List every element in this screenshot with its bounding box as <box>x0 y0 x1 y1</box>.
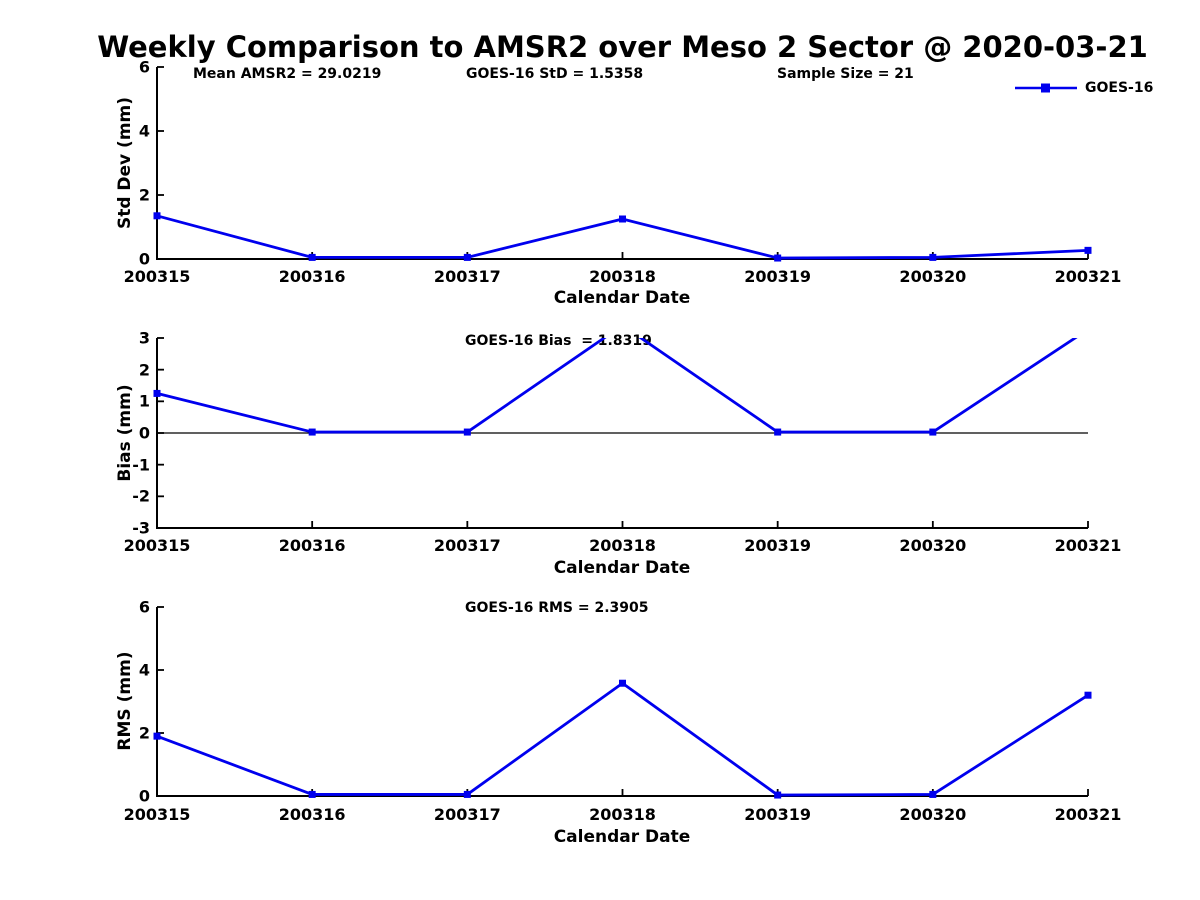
x-tick-label: 200316 <box>278 805 346 824</box>
legend: GOES-16 <box>1014 80 1153 96</box>
subplot-2 <box>153 606 1092 799</box>
x-tick-label: 200321 <box>1054 805 1122 824</box>
y-tick-label: 2 <box>138 723 150 743</box>
x-tick-label: 200315 <box>123 267 191 286</box>
y-tick-label: 4 <box>138 660 150 680</box>
subplot-0 <box>153 66 1092 262</box>
y-tick-label: 2 <box>138 185 150 205</box>
xlabel-top: Calendar Date <box>553 288 691 308</box>
x-tick-label: 200315 <box>123 805 191 824</box>
x-tick-label: 200319 <box>744 536 812 555</box>
y-tick-label: 6 <box>138 597 150 617</box>
x-tick-label: 200317 <box>433 805 501 824</box>
x-tick-label: 200317 <box>433 267 501 286</box>
x-tick-label: 200315 <box>123 536 191 555</box>
stat-goes16-std: GOES-16 StD = 1.5358 <box>466 66 644 82</box>
stat-mean-amsr2: Mean AMSR2 = 29.0219 <box>193 66 382 82</box>
stat-sample-size: Sample Size = 21 <box>777 66 914 82</box>
y-tick-label: -3 <box>132 518 150 538</box>
x-tick-label: 200320 <box>899 267 967 286</box>
x-tick-label: 200319 <box>744 805 812 824</box>
x-tick-label: 200320 <box>899 805 967 824</box>
legend-line-marker-icon <box>1015 83 1077 93</box>
subplot-1 <box>153 337 1089 529</box>
x-tick-label: 200320 <box>899 536 967 555</box>
x-tick-label: 200318 <box>589 267 656 286</box>
y-tick-label: 4 <box>138 121 150 141</box>
x-tick-label: 200318 <box>589 536 656 555</box>
y-tick-label: 6 <box>138 57 150 77</box>
x-tick-label: 200316 <box>278 267 346 286</box>
xlabel-middle: Calendar Date <box>553 558 691 578</box>
x-tick-label: 200317 <box>433 536 501 555</box>
y-tick-label: 0 <box>138 786 150 806</box>
figure-title: Weekly Comparison to AMSR2 over Meso 2 S… <box>97 30 1148 64</box>
y-tick-label: 2 <box>138 360 150 380</box>
y-tick-label: 0 <box>138 249 150 269</box>
y-tick-label: 1 <box>138 391 150 411</box>
xlabel-bottom: Calendar Date <box>553 827 691 847</box>
x-tick-label: 200319 <box>744 267 812 286</box>
y-tick-label: 0 <box>138 423 150 443</box>
legend-label: GOES-16 <box>1085 80 1154 96</box>
x-tick-label: 200321 <box>1054 267 1122 286</box>
x-tick-label: 200318 <box>589 805 656 824</box>
stat-goes16-bias: GOES-16 Bias = 1.8319 <box>465 333 652 349</box>
x-tick-label: 200321 <box>1054 536 1122 555</box>
y-tick-label: 3 <box>138 328 150 348</box>
y-tick-label: -1 <box>132 455 150 475</box>
x-tick-label: 200316 <box>278 536 346 555</box>
stat-goes16-rms: GOES-16 RMS = 2.3905 <box>465 600 649 616</box>
y-tick-label: -2 <box>132 486 150 506</box>
